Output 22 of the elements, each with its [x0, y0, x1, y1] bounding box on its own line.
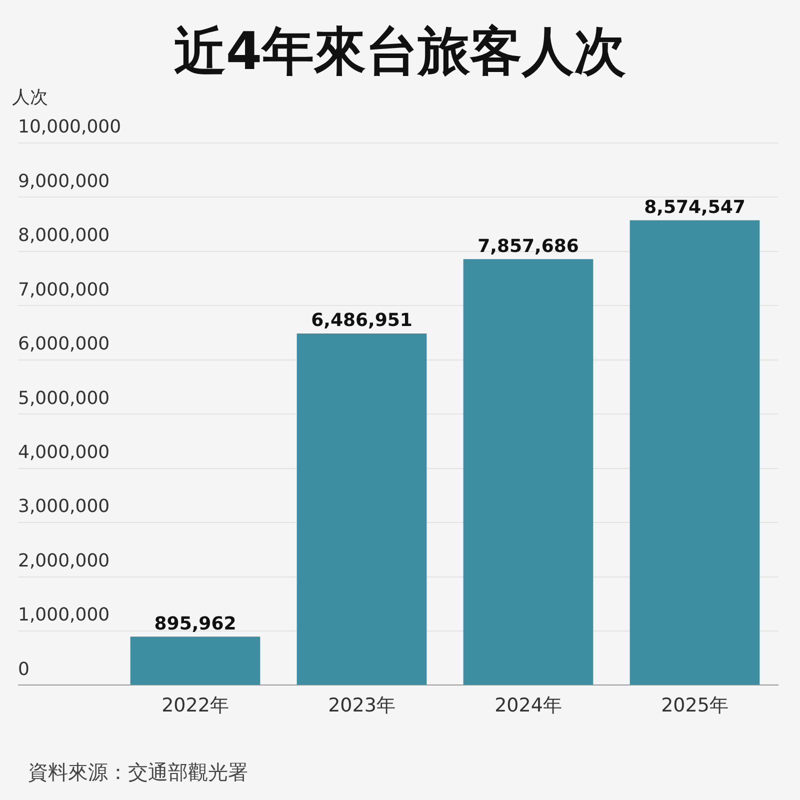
data-label: 895,962 [154, 613, 236, 634]
x-tick-label: 2024年 [494, 694, 562, 717]
x-tick-label: 2022年 [162, 694, 229, 717]
y-tick-label: 2,000,000 [18, 550, 110, 572]
y-tick-label: 8,000,000 [18, 225, 110, 246]
x-tick-label: 2023年 [328, 694, 396, 717]
data-label: 7,857,686 [478, 236, 579, 257]
y-tick-label: 6,000,000 [18, 334, 110, 355]
y-tick-label: 1,000,000 [18, 604, 110, 626]
data-label: 6,486,951 [311, 310, 412, 332]
y-tick-label: 9,000,000 [18, 170, 110, 192]
y-tick-label: 10,000,000 [18, 116, 122, 138]
y-tick-label: 0 [18, 658, 30, 680]
data-label: 8,574,547 [644, 196, 746, 218]
y-tick-label: 3,000,000 [18, 496, 110, 518]
x-tick-label: 2025年 [661, 694, 728, 717]
y-axis-title: 人次 [12, 87, 48, 109]
chart-title: 近4年來台旅客人次 [172, 21, 628, 84]
y-tick-label: 7,000,000 [18, 279, 110, 300]
y-tick-label: 5,000,000 [18, 388, 110, 409]
y-tick-label: 4,000,000 [18, 442, 110, 463]
source-note: 資料來源：交通部觀光署 [28, 759, 248, 786]
